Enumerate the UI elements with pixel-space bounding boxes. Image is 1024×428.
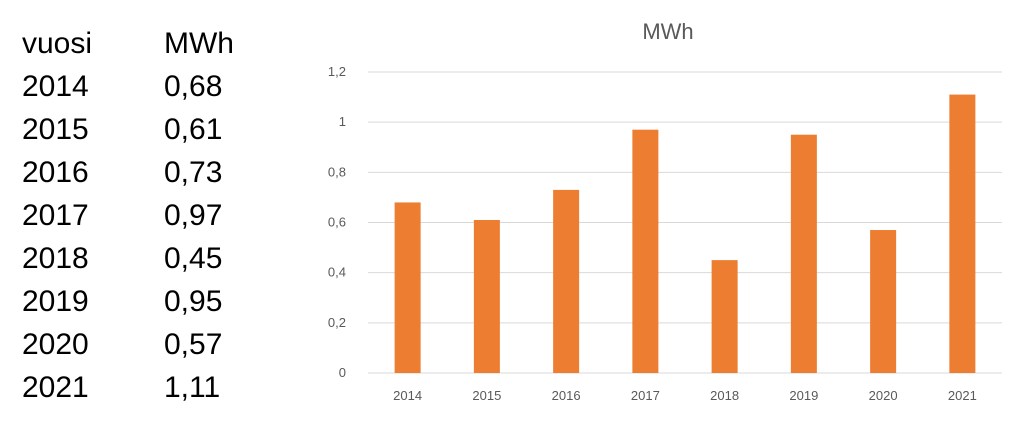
y-tick-label: 0,4 <box>328 265 346 280</box>
header-year: vuosi <box>22 27 93 60</box>
data-table: vuosi MWh 2014 0,68 2015 0,61 2016 0,73 2017 0,… <box>22 22 234 409</box>
bar-2016 <box>553 189 580 373</box>
bar-2018 <box>711 260 738 373</box>
table-row: 2017 0,97 <box>22 194 234 237</box>
table-cell-mwh: 0,97 <box>164 199 223 232</box>
table-cell-year: 2014 <box>22 70 89 103</box>
chart-title: MWh <box>642 19 693 44</box>
x-tick-label: 2021 <box>948 388 977 403</box>
table-cell-mwh: 0,73 <box>164 156 223 189</box>
table-cell-mwh: 0,61 <box>164 113 223 146</box>
x-axis-ticks: 2014 2015 2016 2017 2018 2019 2020 2021 <box>393 388 977 403</box>
bar-2014 <box>394 202 421 373</box>
table-cell-mwh: 0,57 <box>164 328 223 361</box>
table-cell-year: 2019 <box>22 285 89 318</box>
x-tick-label: 2020 <box>869 388 898 403</box>
bar-2017 <box>632 129 659 373</box>
bar-2019 <box>790 134 817 373</box>
y-tick-label: 0,6 <box>328 215 346 230</box>
table-cell-year: 2017 <box>22 199 89 232</box>
bar-2021 <box>949 94 976 373</box>
table-row: 2018 0,45 <box>22 237 234 280</box>
table-row: 2014 0,68 <box>22 65 234 108</box>
table-cell-mwh: 0,95 <box>164 285 223 318</box>
x-tick-label: 2015 <box>472 388 501 403</box>
table-body: 2014 0,68 2015 0,61 2016 0,73 2017 0,97 2018 0,45… <box>22 65 234 409</box>
x-tick-label: 2016 <box>552 388 581 403</box>
table-row: 2021 1,11 <box>22 366 234 409</box>
table-cell-year: 2018 <box>22 242 89 275</box>
table-cell-mwh: 0,45 <box>164 242 223 275</box>
table-cell-year: 2015 <box>22 113 89 146</box>
y-tick-label: 0,2 <box>328 315 346 330</box>
bar-2020 <box>870 230 897 373</box>
y-tick-label: 0,8 <box>328 164 346 179</box>
header-mwh: MWh <box>164 27 234 60</box>
x-tick-label: 2017 <box>631 388 660 403</box>
y-tick-label: 1,2 <box>328 64 346 79</box>
bar-chart: MWh 00,20,40,60,811,2 2014 2015 2016 2017 20… <box>328 19 1002 403</box>
bar-2015 <box>473 219 500 373</box>
table-row: 2015 0,61 <box>22 108 234 151</box>
y-axis-ticks: 0 0,2 0,4 0,6 0,8 1 1,2 <box>328 64 346 380</box>
table-cell-mwh: 1,11 <box>164 371 221 404</box>
y-tick-label: 1 <box>339 114 346 129</box>
x-tick-label: 2014 <box>393 388 422 403</box>
table-cell-year: 2021 <box>22 371 89 404</box>
chart-panel: MWh 0 0,2 0,4 0,6 0,8 1 1,2 2014 2015 2016 2017 20… <box>310 0 1024 428</box>
bars <box>394 94 976 373</box>
x-tick-label: 2018 <box>710 388 739 403</box>
y-tick-label: 0 <box>339 365 346 380</box>
table-header-row: vuosi MWh <box>22 22 234 65</box>
grid-lines <box>368 71 1002 374</box>
table-cell-year: 2020 <box>22 328 89 361</box>
table-row: 2020 0,57 <box>22 323 234 366</box>
table-row: 2019 0,95 <box>22 280 234 323</box>
table-cell-mwh: 0,68 <box>164 70 223 103</box>
x-tick-label: 2019 <box>789 388 818 403</box>
table-cell-year: 2016 <box>22 156 89 189</box>
table-row: 2016 0,73 <box>22 151 234 194</box>
